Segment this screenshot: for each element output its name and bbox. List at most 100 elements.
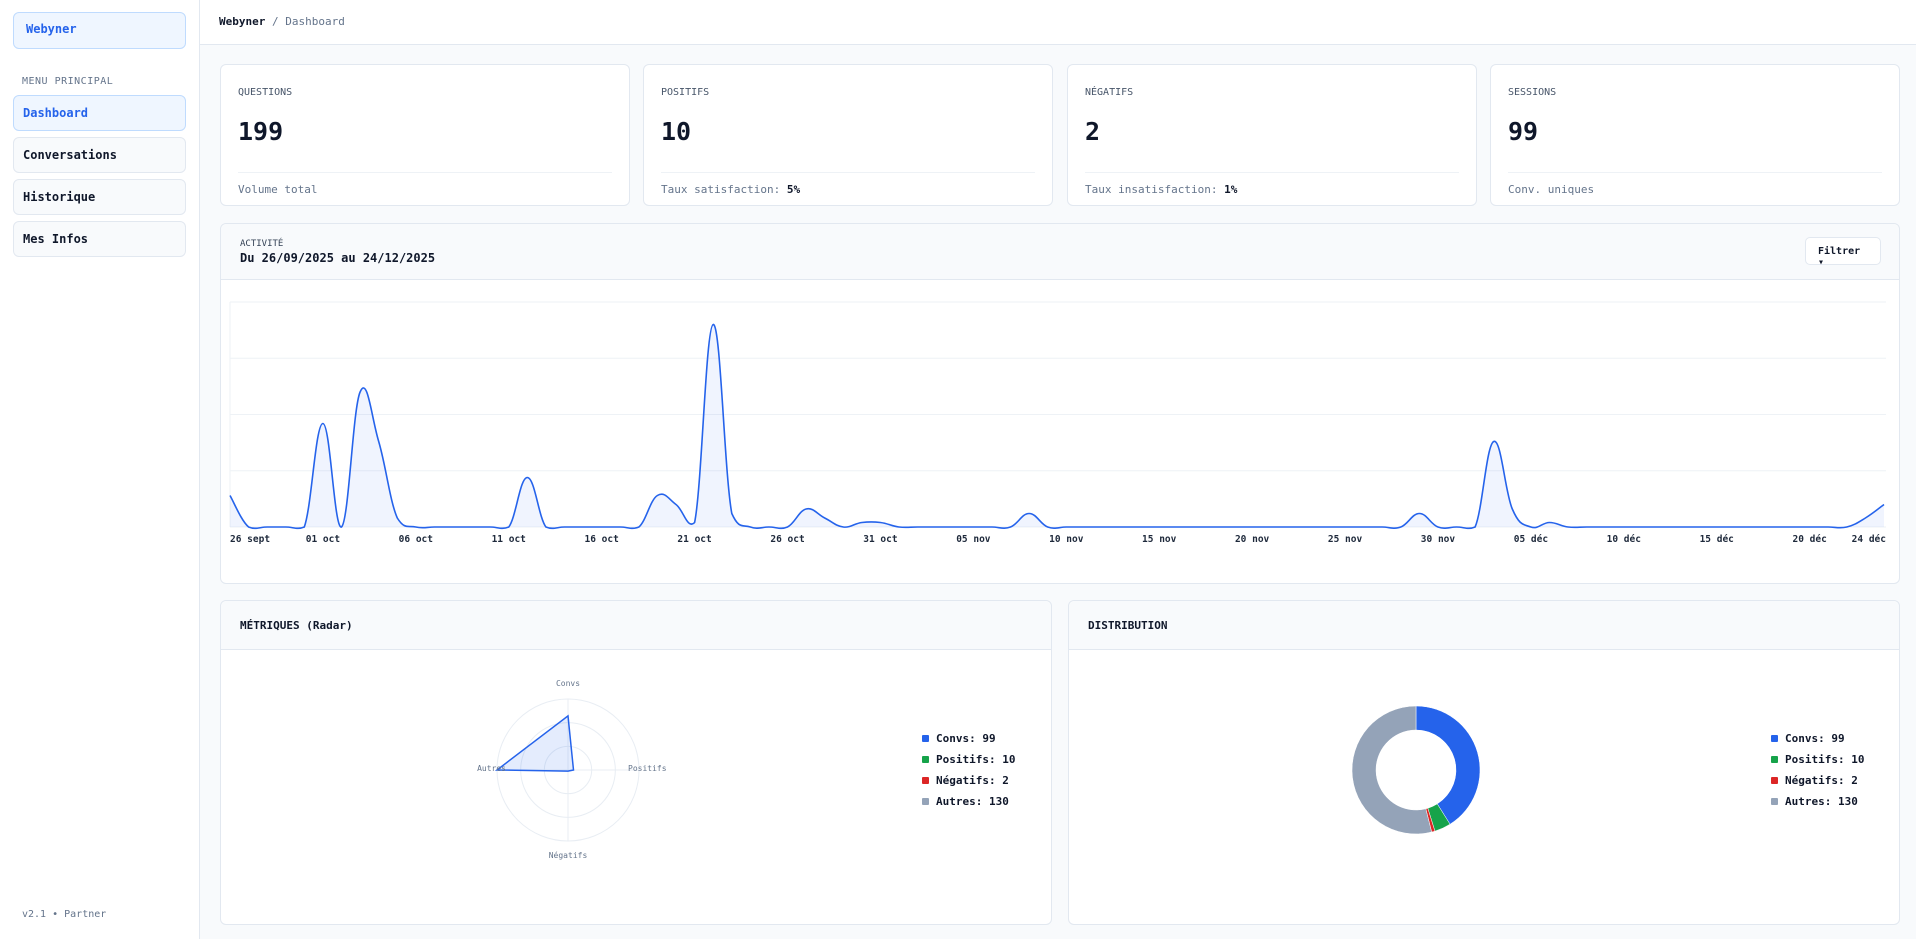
distribution-panel <box>1068 600 1900 925</box>
kpi-card-negatifs: NÉGATIFS 2 Taux insatisfaction: 1% <box>1067 64 1477 206</box>
activity-area-fill <box>230 324 1884 529</box>
radar-shape <box>494 714 575 772</box>
x-tick-label: 01 oct <box>305 534 341 545</box>
radar-axis-label: Positifs <box>628 764 667 773</box>
divider <box>1508 172 1882 173</box>
legend-label: Autres: 130 <box>936 795 1009 808</box>
legend-label: Positifs: 10 <box>1785 753 1865 766</box>
legend-label: Négatifs: 2 <box>1785 774 1858 787</box>
legend-label: Convs: 99 <box>1785 732 1845 745</box>
legend-item[interactable]: Négatifs: 2 <box>922 774 1009 787</box>
x-tick-label: 15 déc <box>1699 534 1734 545</box>
radar-panel-title: MÉTRIQUES (Radar) <box>240 619 353 632</box>
x-tick-label: 05 déc <box>1513 534 1549 545</box>
activity-panel-header <box>221 224 1899 280</box>
legend-swatch <box>1771 777 1778 784</box>
legend-label: Négatifs: 2 <box>936 774 1009 787</box>
radar-axis-label: Négatifs <box>548 851 588 860</box>
sidebar-item-historique[interactable]: Historique <box>13 179 186 215</box>
top-header <box>200 0 1916 45</box>
legend-swatch <box>922 798 929 805</box>
divider <box>1085 172 1459 173</box>
x-tick-label: 06 oct <box>398 534 433 545</box>
x-tick-label: 10 déc <box>1606 534 1641 545</box>
breadcrumb-separator: / <box>271 15 279 28</box>
version-label: v2.1 • Partner <box>22 909 107 920</box>
legend-label: Positifs: 10 <box>936 753 1016 766</box>
donut-slice-autres <box>1351 705 1432 835</box>
kpi-footer-text: Taux insatisfaction: <box>1085 183 1225 196</box>
kpi-footer-text: Volume total <box>238 183 318 196</box>
x-tick-label: 25 nov <box>1327 534 1363 545</box>
kpi-label: NÉGATIFS <box>1085 87 1134 98</box>
sidebar-item-conversations[interactable]: Conversations <box>13 137 186 173</box>
breadcrumb-current: Dashboard <box>285 15 345 28</box>
legend-swatch <box>922 756 929 763</box>
x-tick-label: 30 nov <box>1420 534 1456 545</box>
distribution-panel-title: DISTRIBUTION <box>1088 619 1168 632</box>
x-tick-label: 26 sept <box>230 534 271 545</box>
x-tick-label: 05 nov <box>956 534 991 545</box>
legend-item[interactable]: Autres: 130 <box>922 795 1009 808</box>
legend-item[interactable]: Autres: 130 <box>1771 795 1858 808</box>
distribution-panel-header <box>1069 601 1899 650</box>
x-tick-label: 20 déc <box>1792 534 1827 545</box>
kpi-footer-value: 1% <box>1224 183 1238 196</box>
kpi-footer-text: Conv. uniques <box>1508 183 1595 196</box>
sidebar-item-mes-infos[interactable]: Mes Infos <box>13 221 186 257</box>
kpi-footer: Taux insatisfaction: 1% <box>1085 183 1237 196</box>
legend-swatch <box>1771 735 1778 742</box>
x-tick-label: 15 nov <box>1142 534 1177 545</box>
activity-panel <box>220 223 1900 584</box>
x-tick-label: 24 déc <box>1851 534 1886 545</box>
legend-swatch <box>922 735 929 742</box>
legend-item[interactable]: Convs: 99 <box>1771 732 1845 745</box>
kpi-card-positifs: POSITIFS 10 Taux satisfaction: 5% <box>643 64 1053 206</box>
kpi-card-questions: QUESTIONS 199 Volume total <box>220 64 630 206</box>
kpi-value: 10 <box>661 117 692 146</box>
x-tick-label: 21 oct <box>677 534 712 545</box>
legend-label: Autres: 130 <box>1785 795 1858 808</box>
radar-panel-header <box>221 601 1051 650</box>
kpi-footer: Conv. uniques <box>1508 183 1594 196</box>
divider <box>238 172 612 173</box>
x-tick-label: 20 nov <box>1234 534 1270 545</box>
kpi-value: 99 <box>1508 117 1539 146</box>
radar-panel <box>220 600 1052 925</box>
divider <box>661 172 1035 173</box>
activity-date-range: Du 26/09/2025 au 24/12/2025 <box>240 251 436 265</box>
kpi-label: SESSIONS <box>1508 87 1557 98</box>
legend-label: Convs: 99 <box>936 732 996 745</box>
legend-swatch <box>1771 798 1778 805</box>
x-tick-label: 16 oct <box>584 534 619 545</box>
kpi-value: 2 <box>1085 117 1101 146</box>
filter-dropdown-button[interactable]: Filtrer ▾ <box>1805 237 1881 268</box>
kpi-label: POSITIFS <box>661 87 710 98</box>
x-tick-label: 26 oct <box>770 534 805 545</box>
radar-axis-label: Convs <box>555 679 581 688</box>
sidebar-item-dashboard[interactable]: Dashboard <box>13 95 186 131</box>
kpi-footer: Taux satisfaction: 5% <box>661 183 800 196</box>
activity-kicker: ACTIVITÉ <box>240 239 284 249</box>
legend-item[interactable]: Convs: 99 <box>922 732 996 745</box>
kpi-footer: Volume total <box>238 183 317 196</box>
kpi-label: QUESTIONS <box>238 87 293 98</box>
x-tick-label: 10 nov <box>1049 534 1084 545</box>
x-tick-label: 11 oct <box>491 534 526 545</box>
kpi-card-sessions: SESSIONS 99 Conv. uniques <box>1490 64 1900 206</box>
kpi-value: 199 <box>238 117 284 146</box>
legend-swatch <box>922 777 929 784</box>
kpi-footer-text: Taux satisfaction: <box>661 183 787 196</box>
donut-slice-convs <box>1415 705 1481 825</box>
menu-section-label: MENU PRINCIPAL <box>22 76 114 87</box>
legend-item[interactable]: Négatifs: 2 <box>1771 774 1858 787</box>
legend-item[interactable]: Positifs: 10 <box>1771 753 1864 766</box>
x-tick-label: 31 oct <box>863 534 898 545</box>
breadcrumb: Webyner / Dashboard <box>219 15 345 28</box>
radar-axis-label: Autres <box>477 764 506 773</box>
legend-item[interactable]: Positifs: 10 <box>922 753 1015 766</box>
legend-swatch <box>1771 756 1778 763</box>
brand-logo[interactable]: Webyner <box>13 12 186 49</box>
breadcrumb-root[interactable]: Webyner <box>219 15 266 28</box>
